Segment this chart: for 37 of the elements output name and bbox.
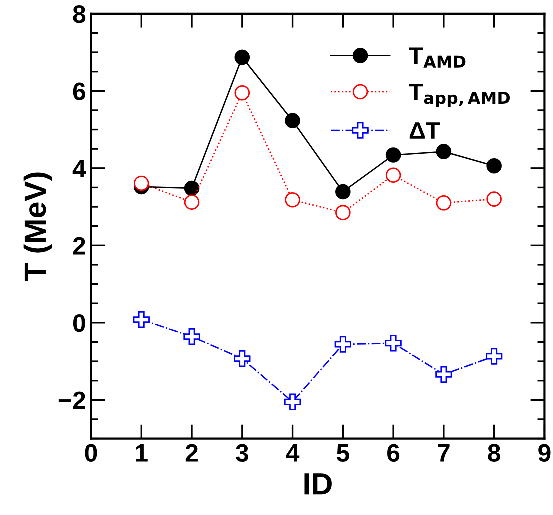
point [436, 144, 452, 160]
point [133, 311, 150, 328]
point [385, 335, 402, 352]
point [234, 50, 250, 66]
point [336, 184, 351, 200]
point [184, 328, 200, 346]
x-tick-label: 3 [236, 444, 248, 462]
legend-label: T$_{AMD}$ [409, 48, 466, 68]
x-tick-label: 7 [438, 444, 450, 462]
x-tick-label: 5 [336, 444, 350, 462]
legend-label: ΔT [410, 122, 440, 139]
x-tick-label: 1 [136, 444, 148, 462]
y-tick-label: 4 [72, 160, 86, 178]
x-axis-title: ID [304, 474, 332, 495]
point [285, 113, 300, 129]
legend-label: T$_{app,AMD}$ [409, 84, 510, 108]
x-tick-label: 2 [186, 444, 198, 462]
point [134, 176, 150, 192]
y-tick-label: 0 [73, 314, 86, 332]
point [334, 336, 352, 353]
point [486, 348, 503, 365]
x-tick-label: 4 [286, 444, 300, 462]
y-tick-label: −2 [58, 392, 86, 410]
point [486, 158, 502, 174]
y-axis-title: T (MeV) [24, 172, 52, 282]
point [386, 148, 402, 163]
point [234, 350, 251, 368]
y-tick-label: 8 [73, 6, 86, 24]
point [184, 180, 200, 196]
point [284, 394, 302, 410]
x-tick-label: 0 [85, 444, 98, 462]
x-tick-label: 6 [388, 444, 400, 462]
y-tick-label: 6 [73, 82, 86, 100]
x-tick-label: 8 [488, 444, 501, 462]
y-tick-label: 2 [73, 237, 86, 255]
point [436, 366, 452, 383]
x-tick-label: 9 [538, 444, 551, 462]
